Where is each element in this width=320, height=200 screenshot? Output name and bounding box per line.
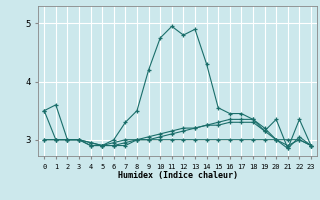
X-axis label: Humidex (Indice chaleur): Humidex (Indice chaleur) bbox=[118, 171, 238, 180]
